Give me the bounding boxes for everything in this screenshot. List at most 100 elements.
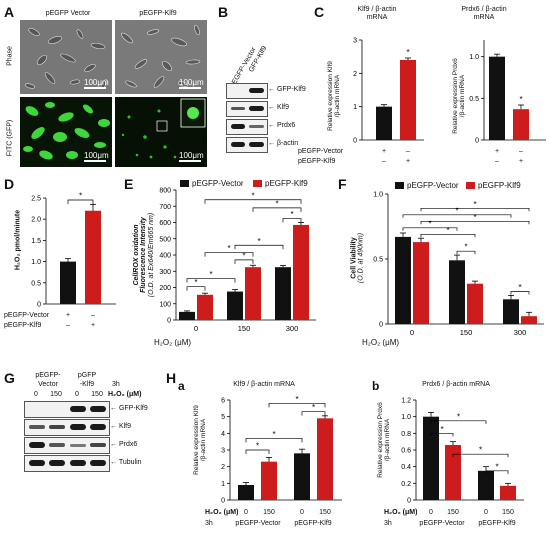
bar: [503, 299, 519, 324]
significance-bracket: [245, 437, 303, 443]
y-tick-label: 0: [167, 318, 171, 325]
legend-swatch-klf9: [466, 182, 475, 189]
band-label: ← Prdx6: [110, 441, 138, 448]
chart-title: Klf9 / β-actin mRNA: [233, 381, 295, 388]
y-tick-label: 3: [353, 38, 357, 45]
col-label: Vector: [38, 381, 58, 388]
significance-star: *: [464, 243, 467, 252]
scale-label: 100μm: [84, 151, 109, 160]
dose-label: 150: [91, 391, 103, 398]
significance-star: *: [519, 95, 522, 104]
chart-title: mRNA: [366, 14, 388, 21]
scale-bar: [179, 87, 201, 89]
significance-bracket: [402, 214, 512, 218]
band-label: ← β-actin: [268, 140, 299, 147]
band-label: ← GFP-Klf9: [268, 86, 306, 93]
y-tick-label: 0.2: [401, 481, 411, 488]
y-tick-label: 0: [475, 138, 479, 145]
sign: +: [65, 312, 71, 319]
chart-h-a: 0 1 2 3 4 5 6 * * * *: [221, 395, 342, 505]
dose-label: 0: [34, 391, 38, 398]
sign: +: [381, 148, 387, 155]
sign: +: [405, 158, 411, 165]
bar: [197, 294, 213, 320]
significance-bracket: [456, 250, 476, 255]
y-axis-label: Relative expression Prdx6/β-actin mRNA: [377, 402, 391, 478]
bar: [238, 485, 254, 500]
phase-image-vector: [20, 20, 112, 94]
significance-star: *: [251, 191, 254, 200]
phase-image-klf9: [115, 20, 207, 94]
sign: –: [519, 148, 523, 155]
blot-gfp-klf9: [24, 401, 110, 418]
y-tick-label: 0.8: [401, 431, 411, 438]
panel-label-e: E: [124, 176, 134, 192]
blot-tubulin: [24, 455, 110, 472]
dose-label: 0: [484, 509, 488, 516]
legend-swatch-vector: [180, 180, 189, 187]
significance-bracket: [186, 286, 206, 291]
fitc-image-vector: [20, 97, 112, 167]
bar: [445, 445, 461, 500]
y-tick-label: 1: [221, 481, 225, 488]
bar: [521, 316, 537, 324]
panel-label-d: D: [4, 176, 15, 192]
significance-bracket: [420, 207, 530, 212]
row-label-vector: pEGFP-Vector: [4, 312, 50, 319]
x-tick-label: 300: [286, 324, 299, 333]
y-tick-label: 0: [407, 498, 411, 505]
y-tick-label: 0.5: [373, 257, 383, 264]
significance-bracket: [402, 227, 458, 231]
panel-label-h: H: [166, 370, 177, 386]
panel-label-b: B: [218, 4, 229, 20]
panel-label-c: C: [314, 4, 325, 20]
sign: +: [90, 322, 96, 329]
significance-star: *: [518, 283, 521, 292]
bar: [395, 236, 411, 324]
significance-bracket: [234, 244, 284, 250]
row-label-vector: pEGFP-Vector: [298, 148, 344, 155]
chart-title: Klf9 / β-actin: [357, 6, 397, 13]
y-tick-label: 2: [353, 71, 357, 78]
chart-d: 0 0.5 1.0 1.5 2.0 2.5 *: [31, 192, 116, 308]
significance-star: *: [440, 425, 443, 434]
y-tick-label: 4: [221, 431, 225, 438]
scale-bar: [84, 87, 106, 89]
y-tick-label: 300: [159, 269, 171, 276]
blot-gfp-klf9: [226, 83, 268, 99]
significance-star: *: [275, 199, 278, 208]
y-tick-label: 500: [159, 236, 171, 243]
y-tick-label: 800: [159, 188, 171, 195]
y-tick-label: 0.5: [469, 96, 479, 103]
bar: [376, 106, 392, 140]
y-tick-label: 1.2: [401, 398, 411, 405]
significance-bracket: [430, 432, 454, 437]
significance-star: *: [290, 210, 293, 219]
y-tick-label: 2.5: [31, 196, 41, 203]
x-tick-label: 150: [460, 328, 473, 337]
group-label: pEGFP-Vector: [419, 520, 465, 527]
dose-label: 0: [75, 391, 79, 398]
x-tick-label: 150: [238, 324, 251, 333]
blot-prdx6: [24, 437, 110, 454]
significance-bracket: [268, 402, 326, 408]
scale-bar: [84, 160, 106, 162]
band-label: ← Prdx6: [268, 122, 296, 129]
band-label: ← Klf9: [110, 423, 132, 430]
band-label: ← GFP-Klf9: [110, 405, 148, 412]
significance-star: *: [473, 213, 476, 222]
dose-label: 150: [319, 509, 331, 516]
dose-label: 0: [429, 509, 433, 516]
x-tick-label: 0: [410, 328, 414, 337]
bar: [179, 311, 195, 320]
significance-bracket: [420, 233, 476, 238]
h2o2-label: H₂O₂ (μM): [205, 509, 239, 516]
legend-label: pEGFP-Vector: [407, 181, 459, 190]
bar: [400, 60, 416, 140]
bar: [467, 283, 483, 324]
bar: [489, 56, 505, 140]
bar: [423, 416, 439, 500]
y-tick-label: 100: [159, 301, 171, 308]
scale-label: 100μm: [84, 78, 109, 87]
y-axis-label: H₂O₂ pmol/minute: [14, 209, 22, 271]
